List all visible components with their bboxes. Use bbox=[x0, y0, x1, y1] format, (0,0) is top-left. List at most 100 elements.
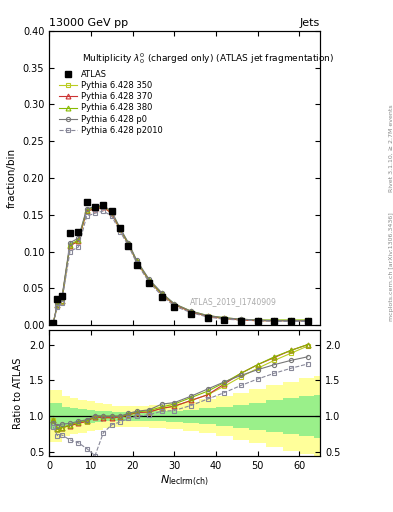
ATLAS bbox=[222, 317, 227, 323]
Line: ATLAS: ATLAS bbox=[50, 199, 311, 326]
Pythia 6.428 p0 bbox=[118, 225, 122, 231]
Pythia 6.428 p2010 bbox=[59, 300, 64, 306]
Pythia 6.428 380 bbox=[305, 317, 310, 323]
Pythia 6.428 380 bbox=[222, 315, 227, 321]
ATLAS bbox=[68, 230, 72, 236]
Pythia 6.428 p0 bbox=[255, 317, 260, 323]
ATLAS bbox=[76, 228, 81, 234]
Pythia 6.428 p2010 bbox=[101, 208, 106, 214]
Pythia 6.428 p2010 bbox=[76, 244, 81, 250]
Pythia 6.428 350 bbox=[109, 210, 114, 216]
ATLAS bbox=[51, 320, 56, 326]
Pythia 6.428 p2010 bbox=[55, 304, 60, 310]
Pythia 6.428 p2010 bbox=[118, 228, 122, 234]
Pythia 6.428 p0 bbox=[239, 316, 243, 323]
ATLAS bbox=[109, 208, 114, 214]
Pythia 6.428 p2010 bbox=[51, 320, 56, 326]
Pythia 6.428 350 bbox=[76, 238, 81, 244]
Pythia 6.428 370 bbox=[239, 317, 243, 323]
Pythia 6.428 p0 bbox=[147, 276, 152, 283]
Pythia 6.428 370 bbox=[305, 317, 310, 324]
Pythia 6.428 p2010 bbox=[189, 310, 193, 316]
Line: Pythia 6.428 370: Pythia 6.428 370 bbox=[51, 205, 310, 325]
Pythia 6.428 370 bbox=[59, 298, 64, 304]
Pythia 6.428 370 bbox=[134, 259, 139, 265]
Pythia 6.428 p0 bbox=[272, 317, 277, 324]
Pythia 6.428 380 bbox=[51, 320, 56, 326]
X-axis label: $N_{\mathrm{leclrm(ch)}}$: $N_{\mathrm{leclrm(ch)}}$ bbox=[160, 473, 209, 488]
Pythia 6.428 350 bbox=[205, 313, 210, 319]
Pythia 6.428 380 bbox=[160, 290, 164, 296]
Pythia 6.428 370 bbox=[76, 238, 81, 244]
ATLAS bbox=[172, 304, 176, 310]
Pythia 6.428 p0 bbox=[68, 240, 72, 246]
Pythia 6.428 380 bbox=[126, 240, 131, 246]
Pythia 6.428 p0 bbox=[126, 240, 131, 246]
Pythia 6.428 370 bbox=[172, 302, 176, 308]
ATLAS bbox=[160, 294, 164, 300]
Pythia 6.428 350 bbox=[134, 259, 139, 265]
Text: Jets: Jets bbox=[300, 18, 320, 28]
Pythia 6.428 350 bbox=[126, 241, 131, 247]
Pythia 6.428 p2010 bbox=[222, 316, 227, 323]
Pythia 6.428 380 bbox=[189, 308, 193, 314]
Pythia 6.428 p2010 bbox=[68, 248, 72, 254]
Pythia 6.428 p2010 bbox=[289, 318, 294, 325]
ATLAS bbox=[305, 318, 310, 325]
ATLAS bbox=[189, 311, 193, 317]
Pythia 6.428 p0 bbox=[101, 202, 106, 208]
ATLAS bbox=[118, 225, 122, 231]
ATLAS bbox=[134, 262, 139, 268]
Pythia 6.428 370 bbox=[189, 309, 193, 315]
Pythia 6.428 p0 bbox=[76, 235, 81, 241]
Pythia 6.428 p0 bbox=[55, 300, 60, 306]
ATLAS bbox=[84, 199, 89, 205]
Pythia 6.428 370 bbox=[101, 204, 106, 210]
Pythia 6.428 p2010 bbox=[109, 213, 114, 219]
Y-axis label: Ratio to ATLAS: Ratio to ATLAS bbox=[13, 357, 23, 429]
Pythia 6.428 380 bbox=[118, 226, 122, 232]
Pythia 6.428 p0 bbox=[109, 209, 114, 215]
Pythia 6.428 350 bbox=[51, 320, 56, 326]
Pythia 6.428 370 bbox=[118, 226, 122, 232]
Line: Pythia 6.428 350: Pythia 6.428 350 bbox=[51, 205, 310, 325]
ATLAS bbox=[126, 243, 131, 249]
Text: mcplots.cern.ch [arXiv:1306.3436]: mcplots.cern.ch [arXiv:1306.3436] bbox=[389, 212, 393, 321]
Pythia 6.428 380 bbox=[255, 317, 260, 323]
Line: Pythia 6.428 p0: Pythia 6.428 p0 bbox=[51, 203, 310, 325]
Pythia 6.428 380 bbox=[239, 316, 243, 323]
Text: Multiplicity $\lambda_0^0$ (charged only) (ATLAS jet fragmentation): Multiplicity $\lambda_0^0$ (charged only… bbox=[82, 51, 334, 66]
Pythia 6.428 380 bbox=[55, 302, 60, 308]
Pythia 6.428 p0 bbox=[289, 317, 294, 324]
Pythia 6.428 p0 bbox=[51, 320, 56, 326]
ATLAS bbox=[255, 318, 260, 325]
ATLAS bbox=[93, 204, 97, 210]
Pythia 6.428 380 bbox=[68, 242, 72, 248]
Pythia 6.428 p2010 bbox=[93, 210, 97, 216]
Pythia 6.428 p0 bbox=[189, 308, 193, 314]
Pythia 6.428 380 bbox=[289, 317, 294, 323]
Pythia 6.428 350 bbox=[55, 302, 60, 308]
Pythia 6.428 p0 bbox=[160, 290, 164, 296]
Pythia 6.428 p2010 bbox=[160, 293, 164, 299]
Pythia 6.428 370 bbox=[147, 278, 152, 284]
Pythia 6.428 350 bbox=[239, 317, 243, 323]
Pythia 6.428 350 bbox=[101, 204, 106, 210]
Pythia 6.428 350 bbox=[255, 317, 260, 324]
Pythia 6.428 370 bbox=[68, 243, 72, 249]
Pythia 6.428 370 bbox=[55, 302, 60, 308]
ATLAS bbox=[289, 318, 294, 325]
ATLAS bbox=[205, 315, 210, 321]
Pythia 6.428 p2010 bbox=[134, 260, 139, 266]
ATLAS bbox=[101, 202, 106, 208]
Pythia 6.428 380 bbox=[147, 277, 152, 283]
Pythia 6.428 370 bbox=[255, 317, 260, 324]
Pythia 6.428 370 bbox=[160, 291, 164, 297]
Pythia 6.428 p0 bbox=[59, 296, 64, 303]
Pythia 6.428 370 bbox=[93, 206, 97, 212]
Pythia 6.428 370 bbox=[289, 317, 294, 324]
Pythia 6.428 p0 bbox=[205, 312, 210, 318]
Text: 13000 GeV pp: 13000 GeV pp bbox=[49, 18, 128, 28]
Pythia 6.428 380 bbox=[134, 258, 139, 264]
Pythia 6.428 380 bbox=[93, 204, 97, 210]
